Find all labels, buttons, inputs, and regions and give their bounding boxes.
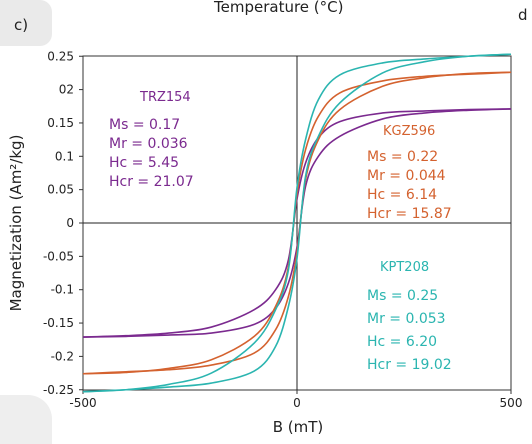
kgz596-ms: Ms = 0.22 <box>367 149 438 165</box>
y-tick-label: -0.05 <box>43 249 74 263</box>
trz154-hcr: Hcr = 21.07 <box>109 174 194 190</box>
decorative-tab <box>0 395 52 444</box>
y-tick-label: -0.2 <box>51 349 74 363</box>
panel-label-tab <box>0 0 52 46</box>
kpt208-mr: Mr = 0.053 <box>367 311 446 327</box>
x-axis-label: B (mT) <box>273 418 324 436</box>
kpt208-ms: Ms = 0.25 <box>367 288 438 304</box>
kgz596-mr: Mr = 0.044 <box>367 168 446 184</box>
kpt208-name: KPT208 <box>380 260 429 275</box>
y-tick-label: -0.25 <box>43 383 74 397</box>
kgz596-hcr: Hcr = 15.87 <box>367 206 452 222</box>
kpt208-hc: Hc = 6.20 <box>367 334 437 350</box>
panel-label: c) <box>14 16 28 34</box>
y-tick-label: 0 <box>66 216 74 230</box>
annotation-kgz596: KGZ596 Ms = 0.22 Mr = 0.044 Hc = 6.14 Hc… <box>367 124 452 222</box>
x-tick-label: 0 <box>293 396 301 410</box>
annotation-trz154: TRZ154 Ms = 0.17 Mr = 0.036 Hc = 5.45 Hc… <box>109 90 194 190</box>
series-layer <box>82 53 512 393</box>
trz154-mr: Mr = 0.036 <box>109 136 188 152</box>
annotation-kpt208: KPT208 Ms = 0.25 Mr = 0.053 Hc = 6.20 Hc… <box>367 260 452 373</box>
trz154-ms: Ms = 0.17 <box>109 117 180 133</box>
kgz596-name: KGZ596 <box>383 124 435 139</box>
trz154-hc: Hc = 5.45 <box>109 155 179 171</box>
kpt208-lower-branch <box>82 53 512 393</box>
kgz596-hc: Hc = 6.14 <box>367 187 437 203</box>
y-tick-label: 0.25 <box>47 49 74 63</box>
y-tick-label: -0.15 <box>43 316 74 330</box>
axes: 0.25 02 0.15 0.1 0.05 0 -0.05 -0.1 -0.15 -0.2 -0.2… <box>43 49 523 410</box>
header-text: Temperature (°C) <box>213 0 343 16</box>
y-axis-label: Magnetization (Am²/kg) <box>7 135 25 312</box>
x-tick-label: 500 <box>500 396 523 410</box>
y-tick-label: -0.1 <box>51 283 74 297</box>
x-tick-label: -500 <box>69 396 96 410</box>
y-tick-label: 0.15 <box>47 116 74 130</box>
trz154-name: TRZ154 <box>139 90 191 105</box>
y-tick-label: 02 <box>59 83 74 97</box>
corner-text: d <box>518 6 528 24</box>
kpt208-upper-branch <box>82 53 512 393</box>
kpt208-hcr: Hcr = 19.02 <box>367 357 452 373</box>
y-tick-label: 0.05 <box>47 183 74 197</box>
y-tick-label: 0.1 <box>55 149 74 163</box>
